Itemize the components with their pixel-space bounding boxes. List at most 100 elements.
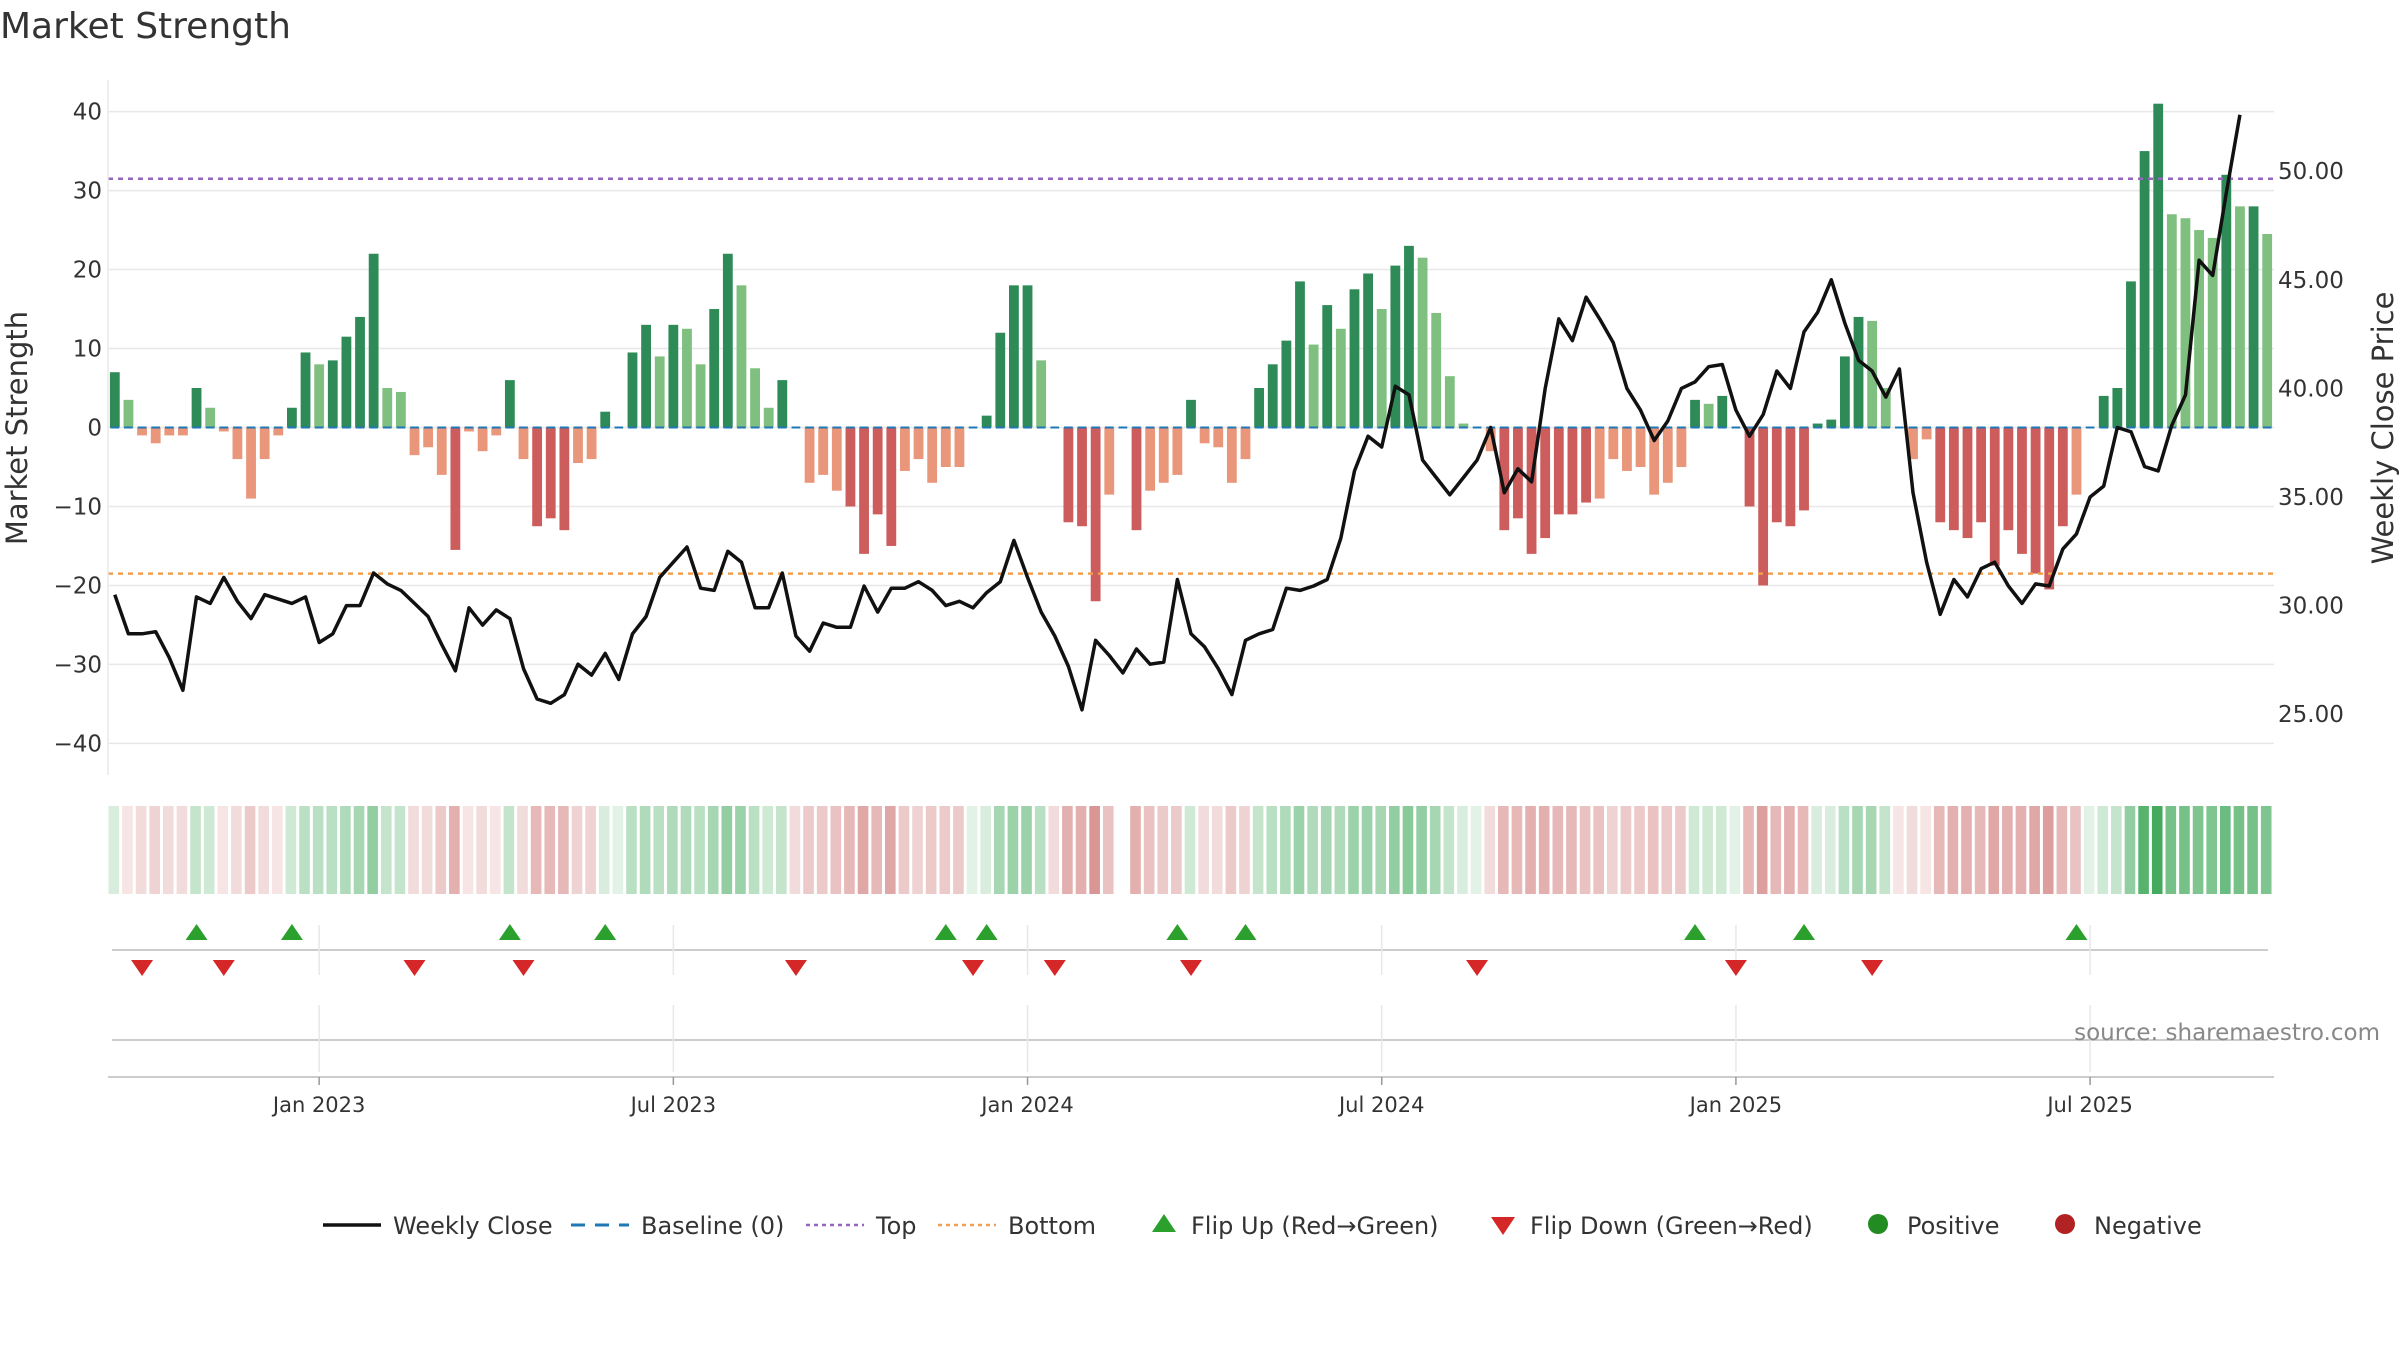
strength-bar bbox=[287, 407, 297, 428]
regime-cell bbox=[1824, 806, 1836, 894]
strength-bar bbox=[722, 253, 733, 428]
strength-bar bbox=[627, 352, 638, 428]
regime-cell bbox=[2070, 806, 2081, 894]
flip-up-marker bbox=[1234, 924, 1257, 940]
grid-layer bbox=[108, 110, 2274, 745]
regime-cell bbox=[421, 806, 433, 894]
strength-bar bbox=[1485, 427, 1496, 452]
strength-bar bbox=[763, 407, 774, 428]
flip-down-marker bbox=[212, 960, 235, 976]
regime-cell bbox=[1525, 806, 1536, 894]
strength-bar bbox=[232, 427, 243, 460]
regime-cell bbox=[476, 806, 487, 894]
flip-up-marker bbox=[185, 924, 208, 940]
strength-bar bbox=[341, 336, 352, 428]
strength-bar bbox=[1799, 427, 1809, 511]
flip-markers-panel bbox=[112, 924, 2268, 976]
legend-label: Flip Up (Red→Green) bbox=[1191, 1212, 1439, 1240]
strength-bar bbox=[682, 328, 692, 428]
right-tick-label: 50.00 bbox=[2278, 159, 2344, 185]
regime-cell bbox=[503, 806, 515, 894]
strength-bar bbox=[259, 427, 270, 460]
flip-up-marker bbox=[2065, 924, 2088, 940]
strength-bar bbox=[1676, 427, 1687, 467]
strength-bar bbox=[709, 309, 720, 428]
legend-label: Positive bbox=[1907, 1212, 2000, 1240]
legend-label: Negative bbox=[2094, 1212, 2202, 1240]
regime-cell bbox=[2151, 806, 2163, 894]
right-tick-label: 45.00 bbox=[2278, 268, 2344, 294]
regime-cell bbox=[1974, 806, 1986, 894]
strength-bar bbox=[845, 427, 856, 507]
strength-bar bbox=[750, 368, 760, 428]
strength-bar bbox=[273, 427, 284, 436]
regime-cell bbox=[1620, 806, 1632, 894]
regime-cell bbox=[1634, 806, 1645, 894]
strength-bar bbox=[1853, 316, 1864, 428]
strength-bar bbox=[2153, 103, 2164, 428]
regime-cell bbox=[2015, 806, 2027, 894]
regime-cell bbox=[898, 806, 910, 894]
strength-bar bbox=[1744, 427, 1755, 507]
regime-cell bbox=[1947, 806, 1959, 894]
regime-cell bbox=[1239, 806, 1250, 894]
strength-bar bbox=[668, 324, 679, 428]
regime-cell bbox=[299, 806, 310, 894]
left-tick-label: −10 bbox=[53, 494, 102, 520]
strength-bar bbox=[1499, 427, 1510, 531]
strength-bar bbox=[831, 427, 842, 491]
strength-bar bbox=[1908, 427, 1918, 460]
regime-cell bbox=[626, 806, 637, 894]
strength-bar bbox=[2057, 427, 2068, 527]
regime-cell bbox=[857, 806, 869, 894]
regime-cell bbox=[1389, 806, 1400, 894]
legend-label: Baseline (0) bbox=[641, 1212, 784, 1240]
strength-bar bbox=[1758, 427, 1769, 586]
legend-item: Positive bbox=[1868, 1212, 2000, 1240]
regime-cell bbox=[2111, 806, 2122, 894]
strength-bar bbox=[995, 332, 1006, 428]
strength-bar bbox=[695, 364, 706, 428]
regime-cell bbox=[1675, 806, 1686, 894]
regime-cell bbox=[2206, 806, 2218, 894]
regime-cell bbox=[1320, 806, 1332, 894]
regime-cell bbox=[1661, 806, 1673, 894]
right-tick-label: 30.00 bbox=[2278, 594, 2344, 620]
right-tick-label: 25.00 bbox=[2278, 702, 2344, 728]
strength-bar bbox=[123, 399, 134, 428]
reference-lines bbox=[108, 177, 2274, 575]
regime-cell bbox=[1443, 806, 1455, 894]
regime-cell bbox=[340, 806, 351, 894]
regime-cell bbox=[816, 806, 828, 894]
flip-up-marker bbox=[1684, 924, 1707, 940]
strength-bar bbox=[491, 427, 502, 436]
regime-cell bbox=[993, 806, 1005, 894]
regime-cell bbox=[435, 806, 447, 894]
strength-bar bbox=[1349, 289, 1360, 428]
strength-bar bbox=[818, 427, 829, 475]
strength-bar bbox=[178, 427, 188, 436]
strength-bar bbox=[654, 356, 665, 428]
strength-bar bbox=[314, 364, 325, 428]
strength-bar bbox=[1254, 388, 1265, 428]
regime-cell bbox=[258, 806, 269, 894]
strength-bar bbox=[504, 380, 515, 428]
regime-cell bbox=[244, 806, 256, 894]
regime-cell bbox=[2056, 806, 2068, 894]
regime-cell bbox=[1075, 806, 1087, 894]
strength-bar bbox=[1608, 427, 1619, 460]
regime-cell bbox=[1048, 806, 1060, 894]
regime-cell bbox=[489, 806, 501, 894]
right-y-axis: 50.00 45.00 40.00 35.00 30.00 25.00 bbox=[2278, 159, 2344, 728]
regime-cell bbox=[380, 806, 392, 894]
regime-strip bbox=[108, 806, 2272, 894]
strength-bar bbox=[736, 285, 747, 428]
regime-cell bbox=[1143, 806, 1155, 894]
strength-bar bbox=[450, 427, 461, 550]
regime-cell bbox=[2124, 806, 2136, 894]
strength-bar bbox=[382, 388, 393, 428]
flip-down-marker bbox=[1466, 960, 1489, 976]
regime-cell bbox=[217, 806, 229, 894]
strength-bar bbox=[1635, 427, 1646, 467]
regime-cell bbox=[2029, 806, 2040, 894]
